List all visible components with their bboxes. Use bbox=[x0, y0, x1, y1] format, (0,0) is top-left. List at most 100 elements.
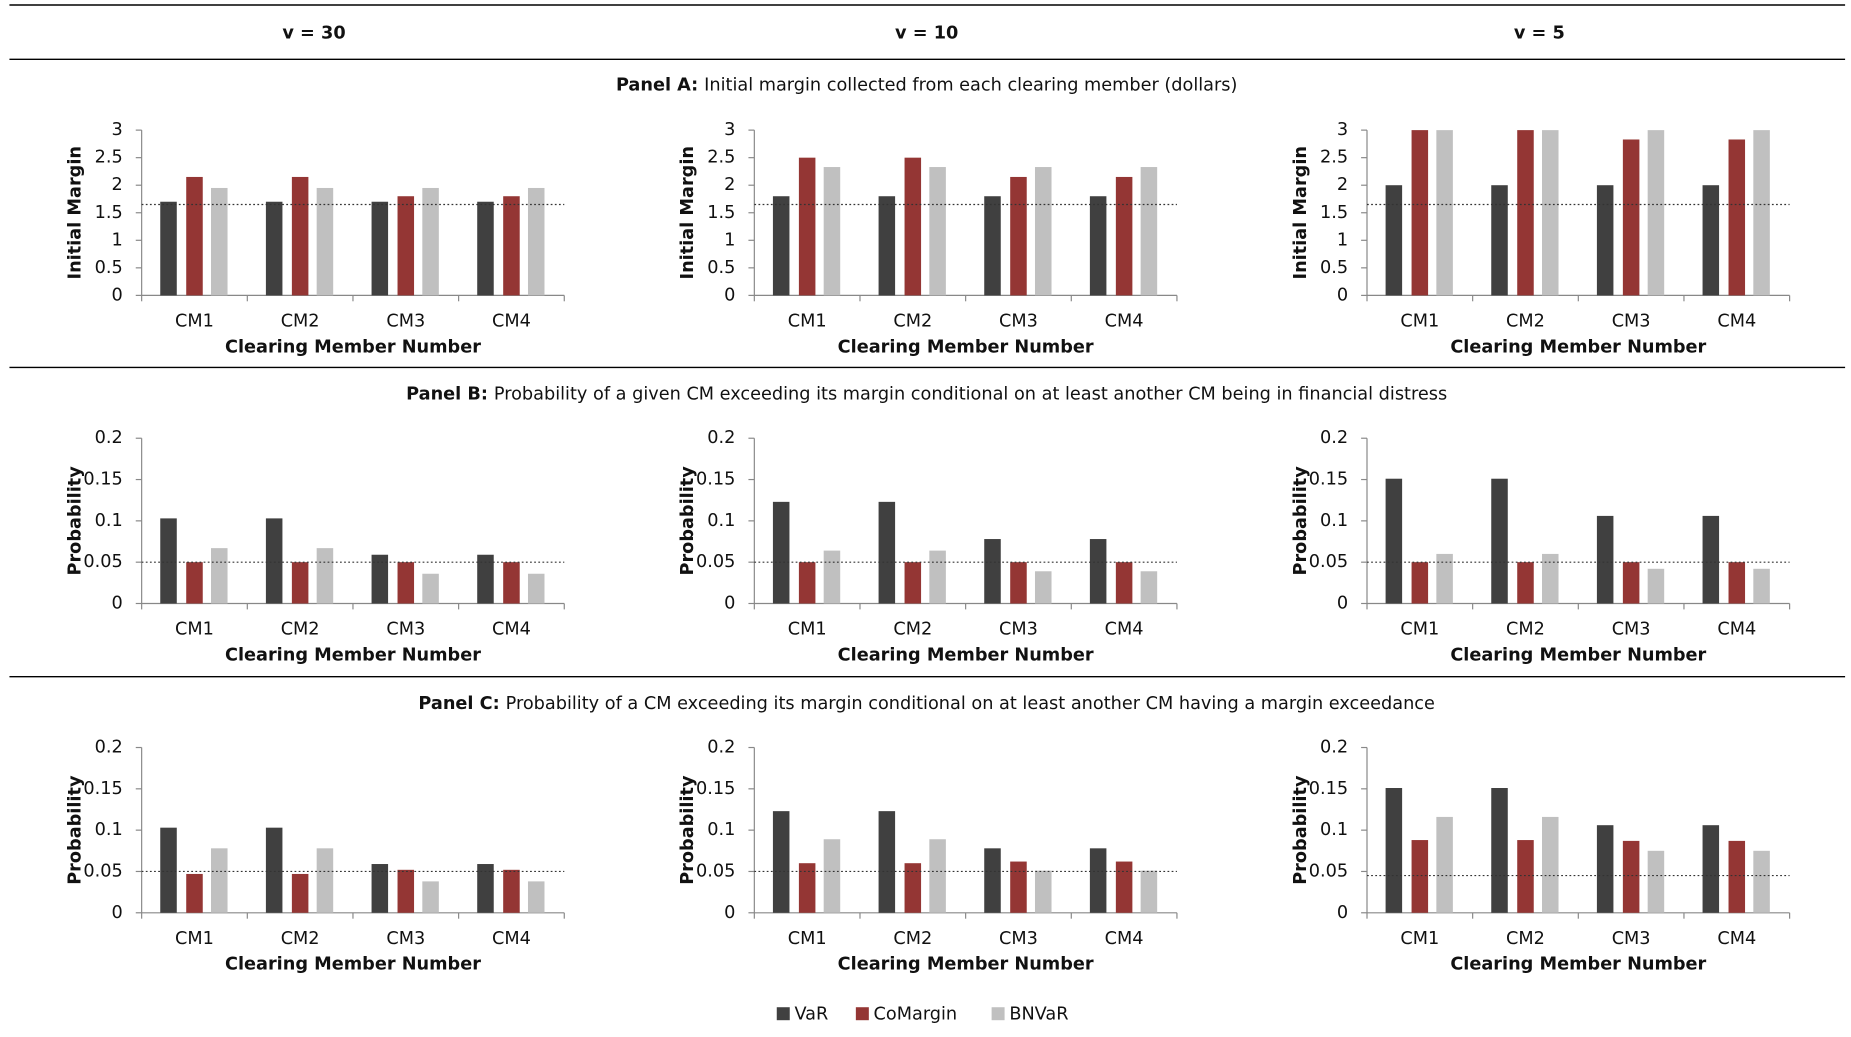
x-axis-title: Clearing Member Number bbox=[1450, 337, 1706, 357]
bar bbox=[1115, 562, 1133, 604]
bar bbox=[1622, 562, 1640, 604]
bar bbox=[503, 869, 520, 913]
bar bbox=[211, 848, 228, 913]
bar bbox=[878, 501, 896, 604]
legend-label: VaR bbox=[794, 1004, 828, 1024]
legend-swatch bbox=[776, 1007, 790, 1021]
x-tick-label: CM1 bbox=[175, 929, 214, 949]
y-tick-label: 3 bbox=[1337, 120, 1348, 140]
x-tick-label: CM4 bbox=[1105, 619, 1144, 639]
panel-text: Probability of a given CM exceeding its … bbox=[494, 385, 1447, 405]
y-axis-title: Probability bbox=[678, 466, 698, 576]
bar bbox=[1491, 478, 1508, 604]
y-axis-title: Probability bbox=[678, 775, 698, 885]
bar bbox=[1596, 825, 1614, 913]
y-tick-label: 0.15 bbox=[696, 470, 735, 490]
y-tick-label: 1 bbox=[112, 230, 123, 250]
bar bbox=[929, 167, 946, 296]
bar bbox=[211, 548, 228, 604]
bar bbox=[422, 881, 439, 913]
x-axis-title: Clearing Member Number bbox=[225, 645, 481, 665]
x-tick-label: CM3 bbox=[999, 619, 1038, 639]
x-tick-label: CM3 bbox=[386, 619, 425, 639]
bar bbox=[422, 187, 439, 296]
bar bbox=[477, 554, 494, 604]
panel-title: Panel A: Initial margin collected from ea… bbox=[616, 75, 1237, 95]
y-axis-title: Initial Margin bbox=[678, 146, 698, 280]
y-tick-label: 0.5 bbox=[95, 258, 123, 278]
bar bbox=[422, 573, 439, 604]
bar bbox=[904, 157, 922, 296]
bar bbox=[477, 201, 494, 296]
bar bbox=[1702, 515, 1720, 604]
bar bbox=[291, 562, 309, 604]
bar bbox=[798, 562, 816, 604]
bar bbox=[397, 562, 415, 604]
bar bbox=[1596, 185, 1614, 296]
bar bbox=[1140, 167, 1158, 296]
column-header: v = 10 bbox=[895, 23, 958, 43]
x-axis-title: Clearing Member Number bbox=[225, 955, 481, 975]
x-tick-label: CM3 bbox=[999, 311, 1038, 331]
y-tick-label: 0.15 bbox=[83, 779, 122, 799]
column-header: v = 5 bbox=[1514, 23, 1565, 43]
bar bbox=[798, 863, 816, 913]
y-tick-label: 0 bbox=[1337, 593, 1348, 613]
bar bbox=[291, 176, 309, 296]
bar bbox=[1436, 553, 1453, 604]
y-tick-label: 0.5 bbox=[1320, 258, 1348, 278]
y-tick-label: 0.2 bbox=[707, 428, 735, 448]
bar bbox=[1622, 840, 1640, 913]
y-tick-label: 2 bbox=[112, 175, 123, 195]
bar bbox=[823, 839, 841, 913]
y-tick-label: 0 bbox=[112, 903, 123, 923]
bar bbox=[904, 562, 922, 604]
y-tick-label: 0.15 bbox=[1309, 779, 1348, 799]
bar bbox=[291, 873, 309, 913]
x-tick-label: CM3 bbox=[1612, 311, 1651, 331]
legend-label: CoMargin bbox=[874, 1004, 958, 1024]
y-tick-label: 0 bbox=[112, 593, 123, 613]
x-tick-label: CM3 bbox=[999, 929, 1038, 949]
y-tick-label: 0.1 bbox=[707, 820, 735, 840]
y-tick-label: 0.1 bbox=[95, 511, 123, 531]
x-tick-label: CM4 bbox=[492, 311, 531, 331]
bar bbox=[878, 196, 896, 296]
bar bbox=[1034, 870, 1052, 913]
panel-label: Panel B: bbox=[406, 385, 488, 405]
y-tick-label: 3 bbox=[112, 120, 123, 140]
x-tick-label: CM2 bbox=[893, 619, 932, 639]
bar bbox=[1491, 788, 1508, 913]
y-tick-label: 0 bbox=[1337, 903, 1348, 923]
bar bbox=[527, 573, 545, 604]
y-tick-label: 0.5 bbox=[707, 258, 735, 278]
bar bbox=[371, 864, 389, 913]
y-tick-label: 2.5 bbox=[95, 148, 123, 168]
bar bbox=[316, 548, 334, 604]
x-tick-label: CM4 bbox=[1717, 619, 1756, 639]
bar bbox=[823, 167, 841, 296]
bar bbox=[265, 201, 283, 296]
y-tick-label: 0.15 bbox=[1309, 470, 1348, 490]
x-tick-label: CM4 bbox=[492, 929, 531, 949]
y-tick-label: 0.2 bbox=[95, 428, 123, 448]
bar bbox=[984, 196, 1001, 296]
panel-label: Panel C: bbox=[418, 694, 499, 714]
x-tick-label: CM1 bbox=[175, 311, 214, 331]
bar bbox=[1753, 130, 1770, 296]
bar bbox=[1385, 788, 1403, 913]
y-tick-label: 2.5 bbox=[707, 148, 735, 168]
bar bbox=[397, 869, 415, 913]
x-tick-label: CM2 bbox=[281, 619, 320, 639]
x-tick-label: CM3 bbox=[1612, 619, 1651, 639]
x-axis-title: Clearing Member Number bbox=[225, 337, 481, 357]
y-tick-label: 1.5 bbox=[1320, 203, 1348, 223]
y-tick-label: 0.15 bbox=[83, 470, 122, 490]
y-tick-label: 0.2 bbox=[1320, 738, 1348, 758]
y-tick-label: 0 bbox=[724, 285, 735, 305]
bar bbox=[211, 187, 228, 296]
x-tick-label: CM1 bbox=[788, 929, 827, 949]
y-tick-label: 1.5 bbox=[95, 203, 123, 223]
bar bbox=[265, 827, 283, 913]
